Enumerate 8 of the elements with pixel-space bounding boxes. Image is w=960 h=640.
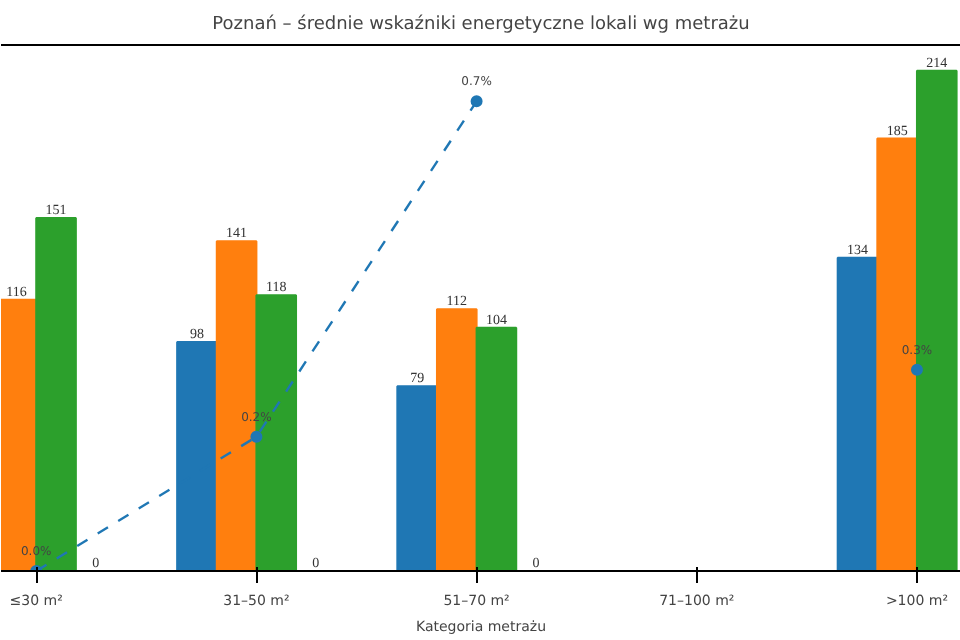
bar <box>435 308 478 571</box>
point <box>470 95 483 108</box>
bar <box>396 385 438 571</box>
chart-title: Poznań – średnie wskaźniki energetyczne lokali wg metrażu <box>212 13 750 35</box>
point <box>250 430 263 443</box>
bar <box>836 256 879 571</box>
point <box>910 363 923 376</box>
bar <box>475 326 518 571</box>
